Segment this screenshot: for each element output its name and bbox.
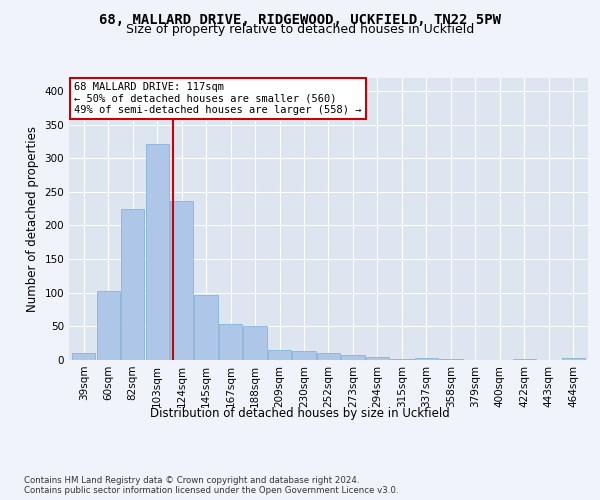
Bar bbox=[366, 358, 389, 360]
Bar bbox=[244, 326, 266, 360]
Y-axis label: Number of detached properties: Number of detached properties bbox=[26, 126, 39, 312]
Bar bbox=[391, 358, 413, 360]
Text: Distribution of detached houses by size in Uckfield: Distribution of detached houses by size … bbox=[150, 408, 450, 420]
Bar bbox=[121, 210, 144, 360]
Text: Size of property relative to detached houses in Uckfield: Size of property relative to detached ho… bbox=[126, 24, 474, 36]
Text: Contains HM Land Registry data © Crown copyright and database right 2024.
Contai: Contains HM Land Registry data © Crown c… bbox=[24, 476, 398, 495]
Text: 68 MALLARD DRIVE: 117sqm
← 50% of detached houses are smaller (560)
49% of semi-: 68 MALLARD DRIVE: 117sqm ← 50% of detach… bbox=[74, 82, 362, 115]
Bar bbox=[97, 292, 120, 360]
Bar bbox=[317, 352, 340, 360]
Bar bbox=[341, 356, 365, 360]
Bar bbox=[292, 350, 316, 360]
Text: 68, MALLARD DRIVE, RIDGEWOOD, UCKFIELD, TN22 5PW: 68, MALLARD DRIVE, RIDGEWOOD, UCKFIELD, … bbox=[99, 12, 501, 26]
Bar bbox=[194, 296, 218, 360]
Bar bbox=[562, 358, 585, 360]
Bar bbox=[415, 358, 438, 360]
Bar bbox=[219, 324, 242, 360]
Bar bbox=[170, 200, 193, 360]
Bar bbox=[513, 358, 536, 360]
Bar bbox=[72, 354, 95, 360]
Bar bbox=[268, 350, 291, 360]
Bar bbox=[146, 144, 169, 360]
